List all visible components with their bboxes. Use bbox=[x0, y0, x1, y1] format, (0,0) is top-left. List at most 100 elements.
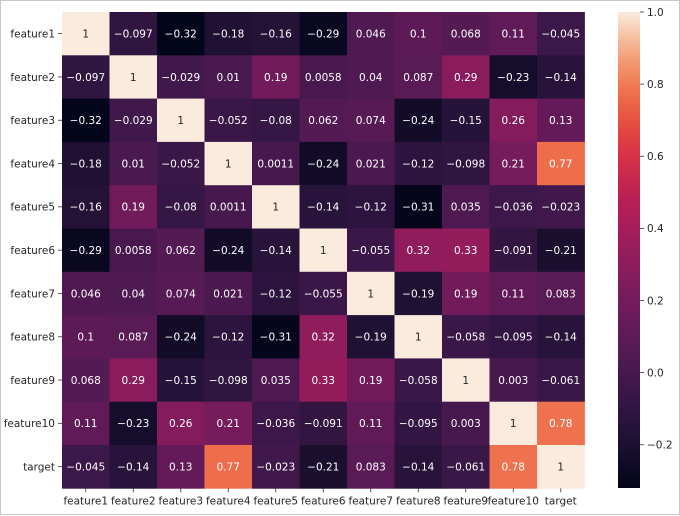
cell-value-label: 0.021 bbox=[356, 158, 386, 170]
heatmap-cell bbox=[62, 228, 110, 273]
cell-value-label: 0.26 bbox=[502, 115, 526, 127]
heatmap-cell bbox=[157, 55, 205, 99]
x-tick-label: feature3 bbox=[158, 495, 203, 507]
heatmap-cell bbox=[347, 358, 395, 403]
heatmap-cell bbox=[62, 141, 110, 186]
cell-value-label: −0.097 bbox=[114, 28, 153, 40]
heatmap-cell bbox=[252, 358, 300, 403]
cell-value-label: −0.14 bbox=[402, 461, 434, 473]
cell-value-label: 0.19 bbox=[264, 72, 287, 84]
x-tick-label: feature1 bbox=[63, 495, 108, 507]
cell-value-label: −0.19 bbox=[355, 332, 387, 344]
heatmap-cell bbox=[537, 445, 585, 489]
heatmap-cell bbox=[442, 445, 490, 489]
cell-value-label: −0.14 bbox=[307, 202, 339, 214]
cell-value-label: 0.32 bbox=[407, 245, 430, 257]
colorbar-tick-label: 0.0 bbox=[647, 367, 664, 379]
heatmap-cell bbox=[537, 185, 585, 229]
heatmap-cell bbox=[62, 271, 110, 316]
heatmap-cell bbox=[252, 271, 300, 316]
heatmap-cell bbox=[157, 141, 205, 186]
cell-value-label: −0.097 bbox=[66, 72, 105, 84]
heatmap-cell bbox=[394, 98, 443, 143]
heatmap-cell bbox=[299, 12, 348, 56]
cell-value-label: 0.046 bbox=[71, 288, 101, 300]
heatmap-cell bbox=[537, 12, 585, 56]
heatmap-cell bbox=[204, 315, 253, 359]
colorbar-tick-label: 0.2 bbox=[647, 295, 664, 307]
heatmap-cell bbox=[109, 315, 158, 359]
heatmap-cell bbox=[252, 141, 300, 186]
cell-value-label: −0.098 bbox=[209, 375, 248, 387]
heatmap-cell bbox=[442, 98, 490, 143]
heatmap-cell bbox=[394, 315, 443, 359]
heatmap-cell bbox=[347, 55, 395, 99]
heatmap-cell bbox=[62, 315, 110, 359]
cell-value-label: 0.035 bbox=[451, 202, 481, 214]
cell-value-label: −0.23 bbox=[117, 418, 149, 430]
cell-value-label: −0.21 bbox=[545, 245, 577, 257]
heatmap-cell bbox=[252, 401, 300, 446]
cell-value-label: 1 bbox=[510, 418, 517, 430]
cell-value-label: −0.32 bbox=[165, 28, 197, 40]
cell-value-label: 0.13 bbox=[169, 461, 192, 473]
cell-value-label: 0.0058 bbox=[305, 72, 342, 84]
heatmap-cell bbox=[299, 55, 348, 99]
heatmap-cell bbox=[204, 55, 253, 99]
cell-value-label: 0.78 bbox=[502, 461, 525, 473]
heatmap-cell bbox=[442, 12, 490, 56]
cell-value-label: −0.14 bbox=[545, 72, 577, 84]
heatmap-cell bbox=[109, 401, 158, 446]
heatmap-cell bbox=[442, 141, 490, 186]
heatmap-cell bbox=[157, 98, 205, 143]
heatmap-cell bbox=[489, 315, 538, 359]
cell-value-label: −0.12 bbox=[212, 332, 244, 344]
heatmap-cell bbox=[442, 185, 490, 229]
heatmap-cell bbox=[109, 228, 158, 273]
x-axis: feature1 feature2 feature3 feature4 feature5… bbox=[63, 488, 577, 507]
cell-value-label: −0.052 bbox=[209, 115, 248, 127]
cell-value-label: 0.0011 bbox=[257, 158, 294, 170]
heatmap-cell bbox=[157, 401, 205, 446]
colorbar-tick-label: 0.6 bbox=[647, 151, 664, 163]
y-axis: feature1 feature2 feature3 feature4 feature5… bbox=[4, 28, 62, 473]
cell-value-label: −0.14 bbox=[260, 245, 292, 257]
heatmap-cell bbox=[252, 315, 300, 359]
heatmap-cell bbox=[347, 185, 395, 229]
y-tick-label: feature3 bbox=[10, 115, 55, 127]
heatmap-cell bbox=[299, 315, 348, 359]
colorbar-tick-label: −0.2 bbox=[647, 440, 673, 452]
colorbar-tick-label: 0.8 bbox=[647, 79, 664, 91]
cell-value-label: −0.12 bbox=[260, 288, 292, 300]
heatmap-cell bbox=[489, 12, 538, 56]
cell-value-label: 0.04 bbox=[122, 288, 146, 300]
heatmap-cell bbox=[347, 401, 395, 446]
cell-value-label: −0.24 bbox=[165, 332, 197, 344]
heatmap-cell bbox=[394, 228, 443, 273]
heatmap-cell bbox=[62, 55, 110, 99]
heatmap-cell bbox=[62, 98, 110, 143]
y-tick-label: feature6 bbox=[10, 245, 55, 257]
cell-value-label: 0.33 bbox=[454, 245, 477, 257]
heatmap-cell bbox=[204, 401, 253, 446]
cell-value-label: −0.055 bbox=[351, 245, 390, 257]
y-tick-label: target bbox=[23, 461, 55, 473]
cell-value-label: 0.77 bbox=[549, 158, 572, 170]
y-tick-label: feature5 bbox=[10, 202, 55, 214]
x-tick-label: feature9 bbox=[443, 495, 488, 507]
heatmap-cell bbox=[489, 401, 538, 446]
heatmap-cell bbox=[204, 185, 253, 229]
cell-value-label: 0.083 bbox=[356, 461, 386, 473]
cell-value-label: −0.055 bbox=[304, 288, 343, 300]
heatmap-cell bbox=[489, 445, 538, 489]
heatmap-cell bbox=[109, 12, 158, 56]
colorbar-tick-label: 0.4 bbox=[647, 223, 664, 235]
heatmap-cell bbox=[252, 228, 300, 273]
heatmap-cell bbox=[394, 185, 443, 229]
heatmap-cell bbox=[62, 12, 110, 56]
y-tick-label: feature9 bbox=[10, 375, 55, 387]
cell-value-label: −0.12 bbox=[402, 158, 434, 170]
heatmap-cell bbox=[109, 141, 158, 186]
heatmap-cell bbox=[347, 12, 395, 56]
heatmap-cell bbox=[204, 228, 253, 273]
